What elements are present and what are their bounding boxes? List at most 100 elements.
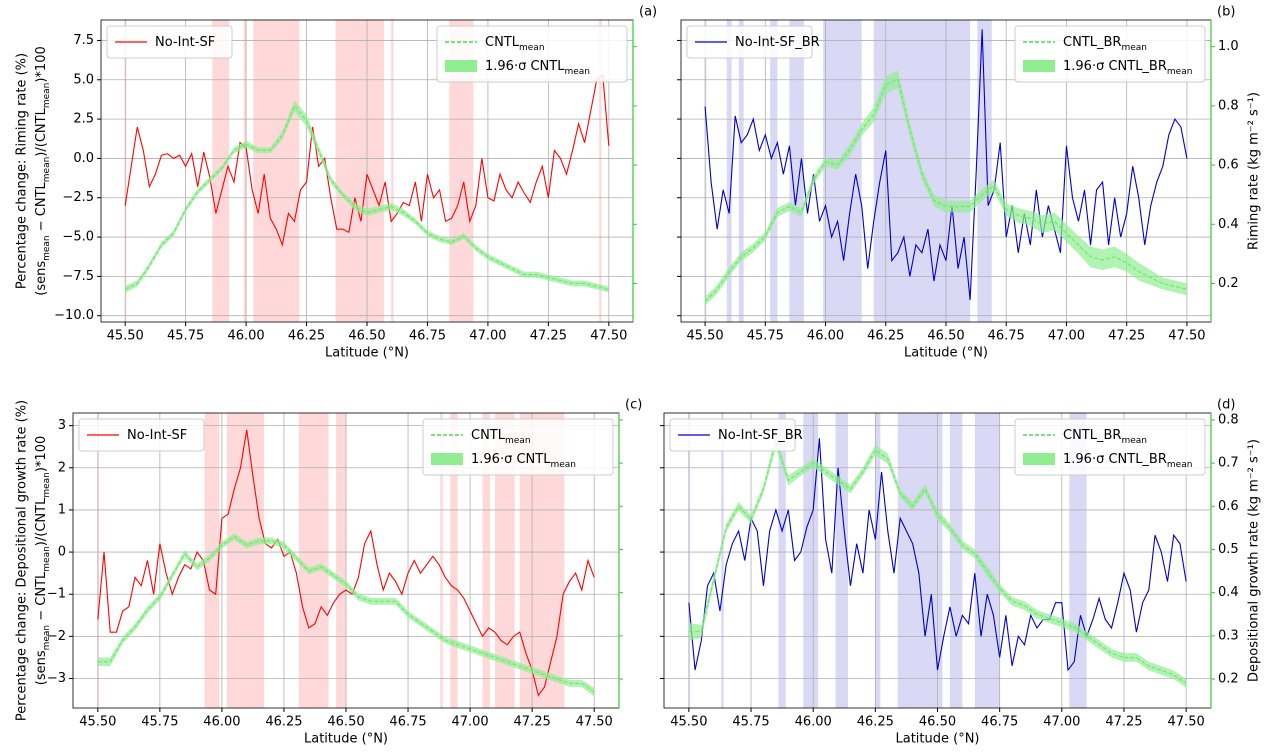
text-part: )*100: [34, 436, 49, 472]
highlight-span: [705, 20, 707, 322]
y2-tick-label: 0.8: [1218, 412, 1239, 427]
highlight-span: [440, 413, 443, 708]
legend-swatch: [431, 453, 463, 465]
highlight-span: [688, 413, 691, 708]
panel-label: (b): [1217, 5, 1235, 20]
text-part: CNTL_BR: [1063, 428, 1121, 443]
highlight-span: [721, 413, 724, 708]
x-tick-label: 47.50: [1168, 715, 1205, 730]
y-tick-label: 5.0: [73, 72, 94, 87]
x-tick-label: 47.25: [1108, 329, 1145, 344]
x-tick-label: 47.00: [469, 329, 506, 344]
text-part: )*100: [34, 46, 49, 82]
panel-label: (c): [625, 398, 642, 413]
x-tick-label: 46.25: [867, 329, 904, 344]
text-part: CNTL_BR: [1063, 35, 1121, 50]
legend-label: 1.96·σ CNTLmean: [471, 452, 576, 470]
y-tick-label: −2.5: [62, 190, 94, 205]
x-tick-label: 47.25: [1105, 715, 1142, 730]
y2-axis-label: Depositional growth rate (kg m⁻² s⁻¹): [1247, 439, 1262, 682]
x-axis-label: Latitude (°N): [895, 732, 979, 747]
highlight-span: [482, 413, 490, 708]
x-tick-label: 46.50: [348, 329, 385, 344]
x-tick-label: 45.50: [107, 329, 144, 344]
legend-label: 1.96·σ CNTL_BRmean: [1063, 59, 1192, 77]
x-tick-label: 46.25: [265, 715, 302, 730]
legend-label: CNTLmean: [485, 35, 545, 53]
panel-label: (a): [639, 5, 657, 20]
highlight-span: [726, 20, 732, 322]
text-part: No-Int-SF: [155, 35, 215, 50]
text-part: − CNTL: [34, 571, 49, 625]
x-tick-label: 46.00: [807, 329, 844, 344]
legend-label: CNTL_BRmean: [1063, 35, 1147, 53]
subscript: mean: [1167, 460, 1193, 470]
x-tick-label: 46.00: [795, 715, 832, 730]
highlight-span: [599, 20, 602, 322]
y2-tick-label: 0.8: [1218, 98, 1239, 113]
highlight-span: [897, 413, 943, 708]
x-tick-label: 46.50: [327, 715, 364, 730]
y-tick-label: −2: [47, 629, 66, 644]
highlight-span: [335, 20, 384, 322]
subscript: mean: [550, 460, 576, 470]
legend-label: 1.96·σ CNTLmean: [485, 59, 590, 77]
legend-swatch: [1023, 453, 1055, 465]
x-tick-label: 47.50: [1168, 329, 1205, 344]
highlight-span: [949, 413, 963, 708]
text-part: CNTL: [485, 35, 520, 50]
y2-axis-label: Riming rate (kg m⁻² s⁻¹): [1247, 92, 1262, 250]
y2-tick-label: 0.6: [1218, 158, 1239, 173]
y-tick-label: 0.0: [73, 151, 94, 166]
confidence-band: [688, 435, 1187, 688]
y2-tick-label: 0.4: [1218, 217, 1239, 232]
highlight-span: [226, 413, 265, 708]
legend-box: [686, 25, 813, 59]
text-part: No-Int-SF: [127, 428, 187, 443]
subscript: mean: [1121, 436, 1147, 446]
text-part: 1.96·σ CNTL: [471, 452, 551, 467]
subscript: mean: [1167, 67, 1193, 77]
y-axis-label: (sensmean − CNTLmean)/(CNTLmean)*100: [34, 436, 52, 686]
x-axis-label: Latitude (°N): [304, 732, 388, 747]
x-tick-label: 46.75: [981, 715, 1018, 730]
x-tick-label: 46.75: [409, 329, 446, 344]
x-tick-label: 45.75: [141, 715, 178, 730]
legend-label: No-Int-SF_BR: [735, 35, 820, 50]
x-tick-label: 46.75: [389, 715, 426, 730]
subscript: mean: [42, 83, 52, 109]
legend-box: [669, 418, 796, 452]
y-tick-label: −1: [47, 587, 66, 602]
x-tick-label: 47.50: [576, 715, 613, 730]
y2-tick-label: 1.0: [1218, 39, 1239, 54]
text-part: )/(CNTL: [34, 497, 49, 546]
x-tick-label: 47.00: [451, 715, 488, 730]
highlight-span: [803, 413, 819, 708]
x-tick-label: 47.25: [514, 715, 551, 730]
x-tick-label: 45.75: [747, 329, 784, 344]
series-line: [97, 429, 595, 697]
y-tick-label: −10.0: [54, 308, 94, 323]
highlight-span: [738, 20, 744, 322]
highlight-span: [835, 413, 848, 708]
highlight-span: [977, 20, 992, 322]
highlight-span: [97, 413, 100, 708]
legend-box: [1014, 25, 1206, 83]
legend-label: No-Int-SF_BR: [718, 428, 803, 443]
panel-label: (d): [1217, 398, 1235, 413]
y-tick-label: 2.5: [73, 112, 94, 127]
highlight-span: [253, 20, 300, 322]
y-axis-label: Percentage change: Depositional growth r…: [15, 400, 30, 721]
subscript: mean: [42, 157, 52, 183]
legend-label: CNTLmean: [471, 428, 531, 446]
y2-tick-label: 0.4: [1218, 585, 1239, 600]
subscript: mean: [42, 546, 52, 572]
subscript: mean: [42, 625, 52, 651]
highlight-span: [450, 413, 458, 708]
highlight-span: [494, 413, 515, 708]
text-part: CNTL: [471, 428, 506, 443]
legend-box: [422, 418, 614, 476]
y2-tick-label: 0.7: [1218, 456, 1239, 471]
